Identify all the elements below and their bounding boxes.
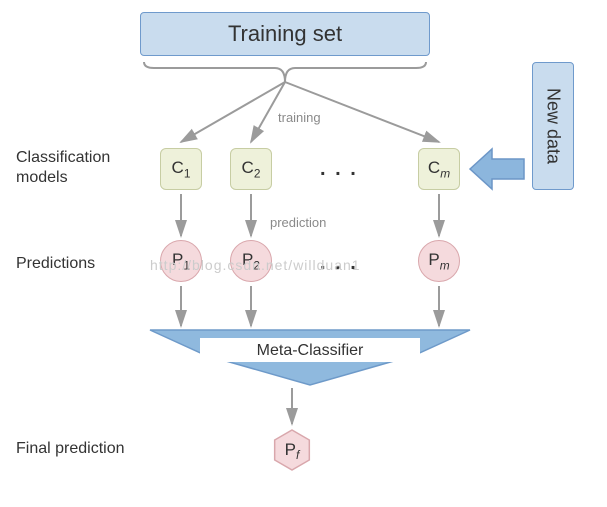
training-set-label: Training set <box>228 21 342 47</box>
prediction-pm: Pm <box>418 240 460 282</box>
training-set-box: Training set <box>140 12 430 56</box>
model-cm: Cm <box>418 148 460 190</box>
model-c1: C1 <box>160 148 202 190</box>
watermark-text: http://blog.csdn.net/willduan1 <box>150 257 361 273</box>
new-data-box: New data <box>532 62 574 190</box>
label-classification-models: Classification models <box>16 148 110 188</box>
diagram-stage: Meta-ClassifierMeta-ClassifierPf Trainin… <box>0 0 607 507</box>
stage-label-prediction: prediction <box>270 215 326 230</box>
label-predictions: Predictions <box>16 255 95 273</box>
model-c2: C2 <box>230 148 272 190</box>
label-final-prediction: Final prediction <box>16 440 125 458</box>
stage-label-training: training <box>278 110 321 125</box>
svg-text:Meta-Classifier: Meta-Classifier <box>257 342 364 359</box>
arrows-layer: Meta-ClassifierMeta-ClassifierPf <box>0 0 607 507</box>
ellipsis-models: . . . <box>320 158 358 181</box>
new-data-label: New data <box>543 88 564 164</box>
